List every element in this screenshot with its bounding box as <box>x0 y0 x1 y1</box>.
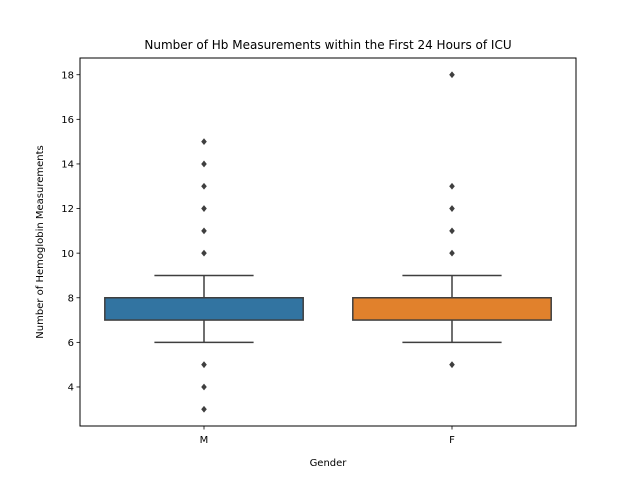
y-tick-label: 14 <box>61 160 74 171</box>
iqr-box <box>104 297 304 321</box>
outlier-point <box>201 405 207 413</box>
x-axis-label: Gender <box>310 458 348 469</box>
y-tick-label: 8 <box>68 293 74 304</box>
plot-area <box>104 71 552 413</box>
outlier-point <box>449 71 455 79</box>
outlier-point <box>201 160 207 168</box>
outlier-point <box>201 138 207 146</box>
plot-frame <box>79 57 577 427</box>
y-tick-label: 10 <box>61 249 74 260</box>
outlier-point <box>449 205 455 212</box>
y-tick-label: 16 <box>61 115 74 126</box>
outlier-point <box>201 383 207 391</box>
outlier-point <box>449 182 455 190</box>
outlier-point <box>201 249 207 257</box>
y-tick-label: 12 <box>61 204 74 215</box>
x-tick-label: M <box>200 435 209 446</box>
outlier-point <box>201 182 207 190</box>
outlier-point <box>201 205 207 212</box>
y-tick-label: 18 <box>61 70 74 81</box>
y-tick-label: 6 <box>68 338 74 349</box>
y-axis: 4 6 8 10 12 14 16 18 <box>61 70 80 394</box>
box-F <box>352 71 552 369</box>
outlier-point <box>449 361 455 369</box>
y-axis-label: Number of Hemoglobin Measurements <box>35 145 46 338</box>
x-tick-label: F <box>449 435 455 446</box>
box-M <box>104 138 304 413</box>
outlier-point <box>449 227 455 235</box>
iqr-box <box>352 297 552 321</box>
outlier-point <box>201 361 207 369</box>
y-tick-label: 4 <box>68 383 74 394</box>
outlier-point <box>449 249 455 257</box>
chart-title: Number of Hb Measurements within the Fir… <box>144 38 511 52</box>
outlier-point <box>201 227 207 235</box>
